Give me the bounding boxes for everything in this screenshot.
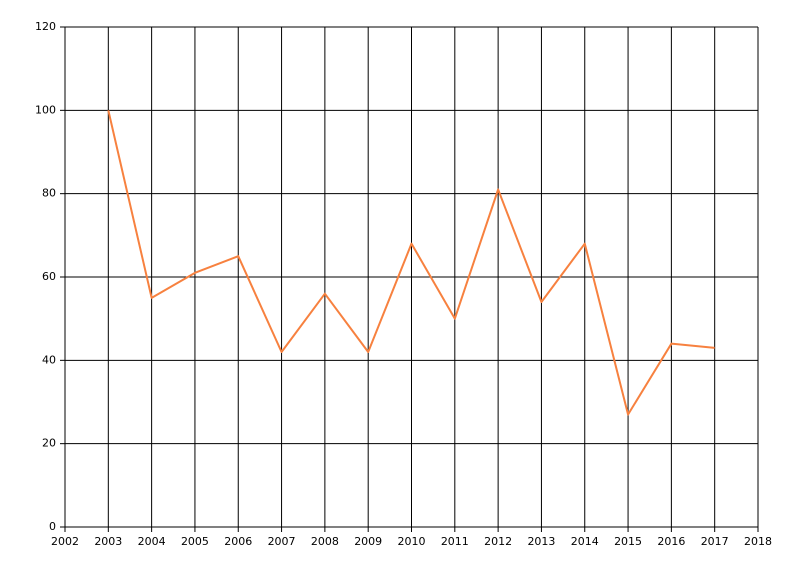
x-tick-label: 2003 [94, 535, 122, 548]
x-tick-label: 2015 [614, 535, 642, 548]
x-tick-label: 2016 [657, 535, 685, 548]
x-tick-label: 2002 [51, 535, 79, 548]
x-tick-label: 2007 [268, 535, 296, 548]
x-tick-label: 2009 [354, 535, 382, 548]
x-tick-label: 2004 [138, 535, 166, 548]
y-tick-label: 40 [42, 353, 56, 366]
x-tick-label: 2012 [484, 535, 512, 548]
x-tick-label: 2006 [224, 535, 252, 548]
x-tick-label: 2010 [398, 535, 426, 548]
x-tick-label: 2011 [441, 535, 469, 548]
y-tick-label: 20 [42, 437, 56, 450]
y-tick-label: 120 [35, 20, 56, 33]
y-tick-label: 0 [49, 520, 56, 533]
y-tick-label: 60 [42, 270, 56, 283]
y-tick-label: 100 [35, 103, 56, 116]
y-tick-label: 80 [42, 187, 56, 200]
x-tick-label: 2017 [701, 535, 729, 548]
x-tick-label: 2005 [181, 535, 209, 548]
x-tick-label: 2014 [571, 535, 599, 548]
x-tick-label: 2008 [311, 535, 339, 548]
data-line [107, 110, 715, 416]
x-tick-label: 2018 [744, 535, 772, 548]
x-tick-label: 2013 [527, 535, 555, 548]
